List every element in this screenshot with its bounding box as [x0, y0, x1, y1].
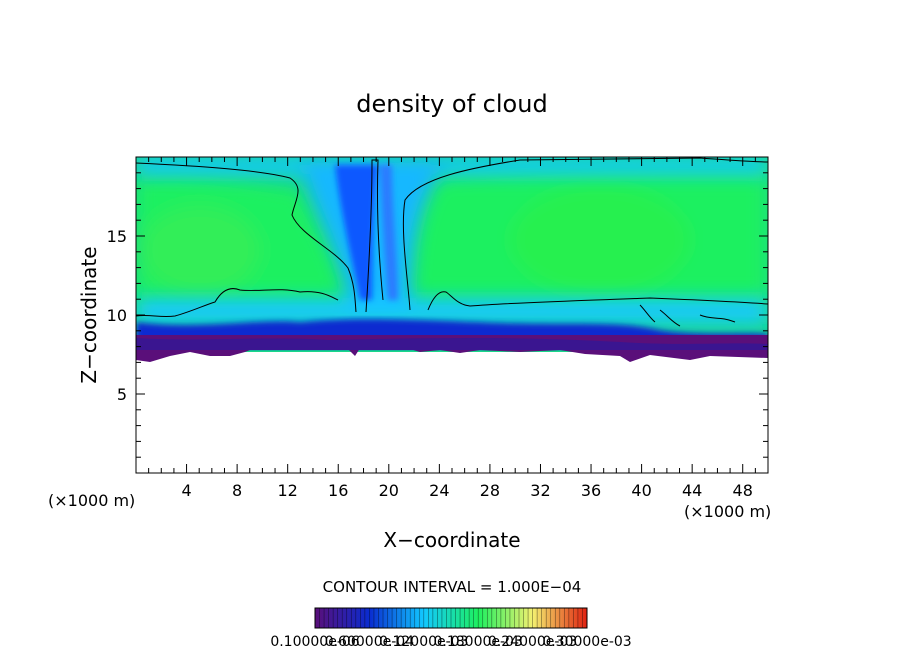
colorbar-label: 0.18000e-03 — [434, 634, 523, 650]
x-tick-label: 4 — [181, 481, 191, 500]
field-purple-band — [136, 335, 768, 362]
x-axis-ticks — [148, 157, 756, 473]
y-tick-label: 5 — [117, 385, 127, 404]
colorbar-label: 0.60000e-04 — [325, 634, 414, 650]
y-axis-ticks — [136, 172, 768, 458]
x-tick-label: 8 — [232, 481, 242, 500]
y-tick-label: 15 — [107, 227, 127, 246]
colorbar-label: 0.24000e-03 — [488, 634, 577, 650]
x-tick-label: 16 — [328, 481, 348, 500]
colorbar-labels: 0.10000e-060.60000e-040.12000e-030.18000… — [270, 634, 631, 650]
x-tick-label: 32 — [530, 481, 550, 500]
x-tick-label: 48 — [733, 481, 753, 500]
colorbar-label: 0.30000e-03 — [542, 634, 631, 650]
x-tick-label: 20 — [379, 481, 399, 500]
field-green-band — [136, 161, 768, 318]
x-tick-label: 40 — [631, 481, 651, 500]
x-tick-label: 24 — [429, 481, 449, 500]
contour-interval-label: CONTOUR INTERVAL = 1.000E−04 — [323, 578, 582, 596]
y-axis-unit-label: (×1000 m) — [48, 491, 135, 510]
plot-frame — [135, 156, 769, 474]
x-axis-unit-label: (×1000 m) — [684, 502, 771, 521]
cloud-density-field — [136, 157, 768, 362]
x-axis-label: X−coordinate — [383, 528, 520, 552]
x-tick-labels: 4 8 12 16 20 24 28 32 36 40 44 48 — [181, 481, 752, 500]
field-cyan-band — [136, 157, 768, 324]
colorbar-label: 0.10000e-06 — [270, 634, 359, 650]
x-tick-label: 28 — [480, 481, 500, 500]
field-contours — [136, 157, 768, 327]
y-tick-label: 10 — [107, 306, 127, 325]
field-blue-core — [335, 165, 398, 300]
colorbar-label: 0.12000e-03 — [379, 634, 468, 650]
x-tick-label: 44 — [682, 481, 702, 500]
x-tick-label: 12 — [278, 481, 298, 500]
y-tick-labels: 5 10 15 — [107, 227, 127, 404]
colorbar — [314, 607, 588, 629]
x-tick-label: 36 — [581, 481, 601, 500]
chart-title: density of cloud — [356, 90, 547, 118]
y-axis-label: Z−coordinate — [77, 246, 101, 383]
